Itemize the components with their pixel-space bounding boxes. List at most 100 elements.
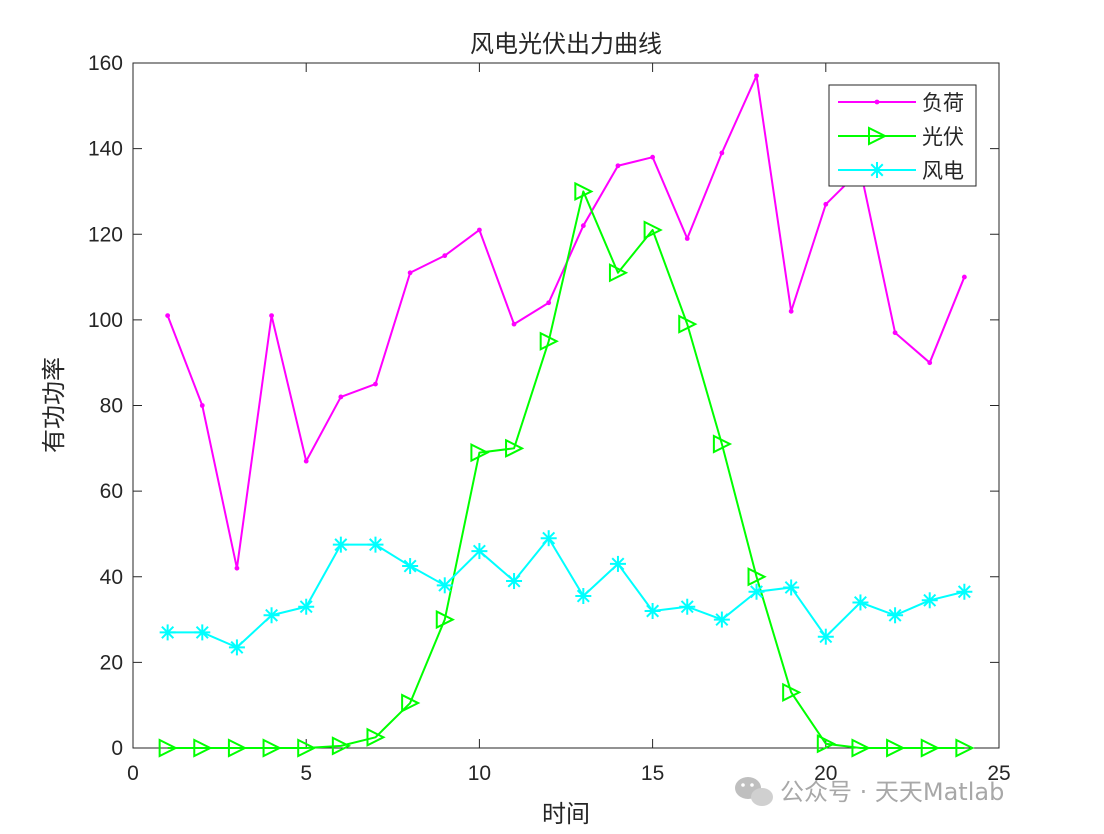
data-point-1	[788, 308, 794, 314]
data-point-2	[539, 331, 559, 351]
data-point-1	[199, 403, 205, 408]
data-point-2	[401, 693, 421, 713]
data-point-1	[754, 73, 759, 79]
data-point-3	[159, 624, 176, 641]
data-point-3	[956, 583, 973, 600]
data-point-2	[297, 738, 317, 758]
data-point-3	[367, 536, 384, 553]
data-point-3	[852, 594, 869, 611]
data-point-1	[165, 313, 171, 318]
data-point-2	[331, 736, 352, 756]
data-point-1	[961, 274, 967, 280]
x-axis-label: 时间	[542, 800, 590, 828]
data-point-2	[851, 738, 871, 758]
data-point-1	[615, 163, 621, 169]
y-tick-label: 80	[100, 395, 123, 418]
data-point-2	[643, 220, 663, 240]
data-point-3	[228, 639, 245, 656]
data-point-3	[402, 558, 419, 575]
data-point-2	[435, 609, 455, 630]
data-point-2	[955, 738, 975, 758]
legend-marker	[874, 99, 880, 105]
data-point-1	[407, 270, 413, 276]
chart-title: 风电光伏出力曲线	[470, 30, 662, 58]
data-point-3	[609, 555, 626, 572]
data-point-2	[886, 738, 906, 758]
data-point-2	[678, 314, 698, 334]
data-point-1	[234, 565, 240, 571]
data-point-1	[684, 236, 690, 241]
y-tick-label: 120	[88, 223, 123, 246]
data-point-1	[580, 223, 586, 229]
legend-label: 光伏	[922, 125, 964, 149]
data-point-3	[506, 573, 523, 590]
data-point-2	[782, 682, 802, 702]
watermark-text: 公众号 · 天天Matlab	[780, 778, 1004, 806]
wechat-icon	[735, 777, 773, 806]
data-point-1	[511, 321, 517, 327]
data-point-3	[194, 624, 211, 641]
data-point-2	[158, 738, 178, 758]
y-tick-label: 140	[88, 138, 123, 161]
data-point-1	[442, 253, 448, 259]
data-point-3	[921, 592, 938, 609]
data-point-3	[332, 536, 349, 553]
y-tick-label: 40	[100, 566, 123, 589]
x-tick-label: 10	[468, 762, 491, 785]
data-point-1	[338, 394, 344, 400]
y-tick-label: 100	[88, 309, 123, 332]
data-point-2	[227, 738, 248, 758]
watermark: 公众号 · 天天Matlab	[735, 777, 1004, 806]
data-point-1	[303, 458, 309, 464]
data-point-2	[366, 727, 386, 747]
data-point-3	[679, 598, 696, 615]
legend-label: 风电	[922, 159, 964, 183]
x-tick-label: 15	[641, 762, 664, 785]
data-point-3	[298, 598, 315, 615]
x-tick-label: 5	[300, 762, 312, 785]
data-point-1	[477, 227, 482, 233]
y-tick-label: 160	[88, 52, 123, 75]
data-point-2	[193, 738, 213, 758]
data-point-3	[263, 607, 280, 624]
data-point-1	[927, 360, 933, 366]
data-point-3	[540, 530, 557, 547]
y-tick-label: 0	[111, 737, 123, 760]
data-point-1	[650, 154, 655, 160]
data-point-2	[816, 734, 837, 754]
data-point-1	[719, 150, 725, 156]
data-point-3	[713, 611, 730, 628]
data-point-3	[436, 577, 453, 594]
y-axis-label: 有功功率	[40, 357, 68, 453]
x-tick-label: 25	[987, 762, 1010, 785]
data-point-3	[644, 603, 661, 619]
data-point-1	[823, 201, 829, 207]
data-point-2	[712, 434, 733, 454]
data-point-2	[262, 738, 282, 758]
x-tick-label: 20	[814, 762, 837, 785]
data-point-2	[470, 442, 490, 463]
data-point-3	[575, 588, 592, 605]
x-tick-label: 0	[127, 762, 139, 785]
data-point-1	[373, 381, 378, 387]
data-point-1	[546, 300, 552, 306]
data-point-2	[505, 438, 525, 458]
data-point-2	[747, 567, 767, 587]
data-point-2	[920, 738, 940, 758]
data-point-3	[783, 579, 800, 596]
data-point-3	[887, 607, 904, 624]
data-point-1	[269, 313, 274, 318]
legend-marker	[868, 126, 888, 146]
data-point-3	[471, 543, 488, 560]
legend-label: 负荷	[922, 91, 964, 115]
y-tick-label: 60	[100, 480, 123, 503]
y-tick-label: 20	[100, 651, 123, 674]
data-point-3	[748, 583, 765, 600]
data-point-2	[608, 263, 629, 283]
data-point-2	[574, 181, 594, 202]
legend-marker	[869, 162, 885, 178]
data-point-3	[817, 628, 834, 645]
data-point-1	[892, 330, 898, 336]
